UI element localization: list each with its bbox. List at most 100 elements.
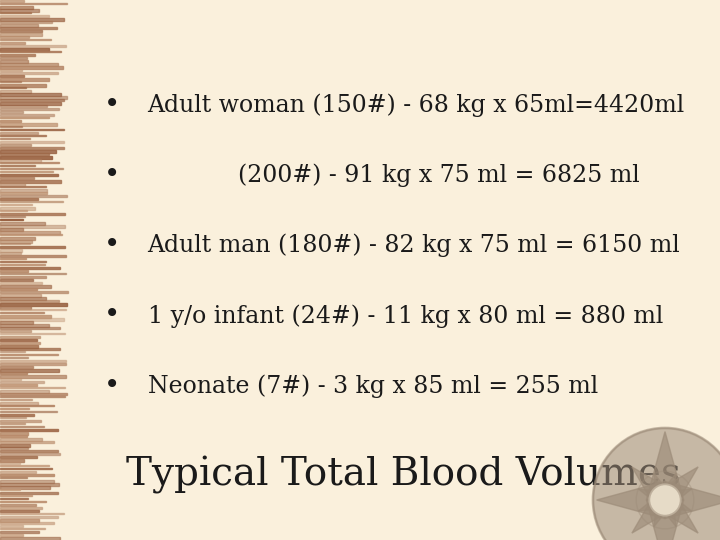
Bar — [0, 330, 31, 332]
Bar — [0, 477, 27, 478]
Bar — [0, 390, 49, 393]
Bar — [0, 165, 35, 166]
Polygon shape — [662, 489, 692, 508]
Polygon shape — [657, 474, 676, 503]
Bar — [0, 303, 67, 306]
Bar — [0, 327, 60, 329]
Bar — [0, 63, 58, 65]
Bar — [0, 213, 65, 215]
Bar — [0, 261, 46, 262]
Bar — [0, 363, 66, 365]
Bar — [0, 30, 42, 32]
Polygon shape — [662, 492, 692, 511]
Bar — [0, 507, 42, 509]
Bar — [0, 222, 45, 225]
Text: •: • — [104, 373, 120, 400]
Polygon shape — [639, 492, 668, 511]
Bar — [0, 417, 27, 418]
Bar — [0, 429, 58, 431]
Bar — [0, 144, 32, 146]
Bar — [0, 75, 24, 77]
Bar — [0, 147, 64, 149]
Polygon shape — [647, 500, 684, 540]
Bar — [0, 393, 66, 395]
Bar — [0, 36, 29, 38]
Bar — [0, 441, 54, 443]
Bar — [0, 12, 30, 13]
Bar — [0, 273, 66, 274]
Bar — [0, 468, 53, 469]
Text: Neonate (7#) - 3 kg x 85 ml = 255 ml: Neonate (7#) - 3 kg x 85 ml = 255 ml — [148, 374, 598, 398]
Bar — [0, 348, 60, 350]
Bar — [0, 138, 30, 139]
Bar — [0, 81, 21, 82]
Bar — [0, 534, 23, 536]
Bar — [0, 537, 60, 540]
Bar — [0, 219, 23, 220]
Bar — [0, 270, 28, 272]
Bar — [0, 456, 37, 458]
Bar — [0, 228, 22, 231]
Bar — [0, 411, 58, 412]
Polygon shape — [654, 497, 672, 526]
Bar — [0, 366, 33, 368]
Bar — [0, 333, 65, 334]
Bar — [0, 189, 47, 192]
Bar — [0, 204, 32, 205]
Text: (200#) - 91 kg x 75 ml = 6825 ml: (200#) - 91 kg x 75 ml = 6825 ml — [148, 164, 639, 187]
Polygon shape — [657, 497, 676, 526]
Bar — [0, 345, 38, 348]
Bar — [0, 384, 37, 386]
Text: 1 y/o infant (24#) - 11 kg x 80 ml = 880 ml: 1 y/o infant (24#) - 11 kg x 80 ml = 880… — [148, 304, 663, 328]
Bar — [0, 9, 39, 12]
Bar — [0, 114, 53, 116]
Bar — [0, 408, 29, 409]
Bar — [0, 285, 51, 288]
Bar — [0, 378, 21, 380]
Bar — [0, 102, 60, 105]
Bar — [0, 462, 20, 464]
Bar — [0, 387, 65, 388]
Polygon shape — [639, 489, 668, 508]
Text: Adult man (180#) - 82 kg x 75 ml = 6150 ml: Adult man (180#) - 82 kg x 75 ml = 6150 … — [148, 234, 680, 258]
Bar — [0, 42, 24, 44]
Bar — [0, 282, 42, 284]
Bar — [0, 96, 67, 99]
Bar — [0, 528, 45, 529]
Bar — [0, 294, 40, 297]
Bar — [0, 492, 58, 494]
Bar — [0, 399, 32, 400]
Bar — [0, 24, 38, 26]
Bar — [0, 510, 39, 512]
Bar — [0, 123, 57, 126]
Bar — [0, 516, 58, 518]
Bar — [0, 48, 49, 51]
Bar — [0, 153, 49, 156]
Polygon shape — [597, 481, 665, 518]
Bar — [0, 513, 64, 515]
Bar — [0, 72, 58, 75]
Polygon shape — [647, 431, 684, 500]
Bar — [0, 231, 60, 234]
Bar — [0, 291, 68, 293]
Bar — [0, 480, 54, 483]
Bar — [0, 423, 25, 424]
Bar — [0, 99, 63, 102]
Bar — [0, 360, 66, 361]
Bar — [0, 183, 25, 186]
Bar — [0, 288, 37, 290]
Text: •: • — [104, 162, 120, 189]
Bar — [0, 258, 26, 259]
Bar — [0, 300, 59, 302]
Bar — [0, 156, 52, 159]
Bar — [0, 168, 63, 169]
Bar — [0, 315, 51, 318]
Bar — [0, 252, 21, 254]
Bar — [0, 171, 53, 172]
Bar — [0, 180, 60, 183]
Bar — [0, 453, 60, 455]
Bar — [0, 132, 37, 134]
Bar — [0, 237, 35, 240]
Bar — [0, 339, 37, 341]
Bar — [0, 249, 22, 252]
